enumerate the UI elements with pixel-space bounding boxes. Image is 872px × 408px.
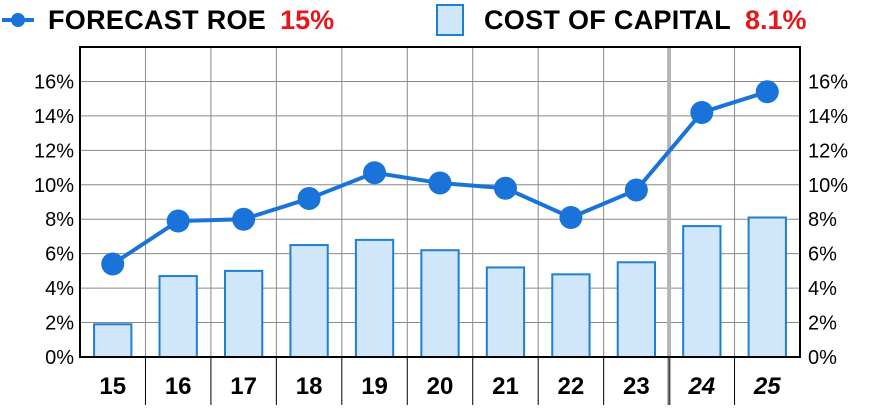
roe-point-25 — [755, 80, 779, 104]
line-marker-icon — [0, 10, 36, 30]
x-tick-label-17: 17 — [230, 373, 257, 400]
bar-15 — [93, 323, 133, 358]
legend-label-cost-of-capital: COST OF CAPITAL — [484, 4, 731, 35]
x-tick-label-18: 18 — [296, 373, 323, 400]
x-tick-label-25: 25 — [753, 373, 781, 400]
y-tick-label-right: 8% — [808, 209, 837, 231]
bar-21 — [485, 266, 526, 359]
y-tick-label-left: 8% — [45, 209, 74, 231]
bar-17 — [223, 269, 264, 358]
roe-point-24 — [690, 100, 714, 124]
estimate-divider — [667, 47, 672, 405]
x-tick-label-15: 15 — [99, 373, 126, 400]
roe-point-17 — [232, 207, 256, 231]
y-tick-label-left: 2% — [45, 313, 74, 335]
roe-point-21 — [493, 176, 517, 200]
legend-item-forecast-roe: FORECAST ROE 15% — [0, 3, 334, 37]
plot-frame — [79, 46, 801, 358]
roe-point-15 — [101, 252, 125, 276]
bar-23 — [616, 261, 657, 358]
y-tick-label-left: 12% — [34, 140, 74, 162]
bar-19 — [354, 238, 395, 358]
x-tick-label-23: 23 — [623, 373, 650, 400]
y-tick-label-left: 0% — [45, 347, 74, 369]
x-tick-label-22: 22 — [558, 373, 585, 400]
legend: FORECAST ROE 15% COST OF CAPITAL 8.1% — [0, 0, 872, 40]
roe-point-19 — [363, 161, 387, 185]
y-tick-label-right: 0% — [808, 347, 837, 369]
x-tick-label-21: 21 — [492, 373, 519, 400]
bar-swatch-icon — [436, 4, 464, 36]
bar-18 — [289, 244, 329, 358]
bar-25 — [747, 216, 787, 358]
bar-16 — [158, 275, 198, 358]
y-tick-label-left: 16% — [34, 71, 74, 93]
y-tick-label-right: 16% — [808, 71, 848, 93]
y-tick-label-left: 6% — [45, 244, 74, 266]
x-tick-label-24: 24 — [687, 373, 715, 400]
bar-22 — [551, 273, 591, 359]
y-tick-label-right: 4% — [808, 278, 837, 300]
roe-point-20 — [428, 171, 452, 195]
y-tick-label-left: 4% — [45, 278, 74, 300]
legend-item-cost-of-capital: COST OF CAPITAL 8.1% — [436, 3, 807, 37]
roe-point-16 — [166, 209, 190, 233]
y-tick-label-left: 10% — [34, 175, 74, 197]
x-tick-label-19: 19 — [361, 373, 388, 400]
y-tick-label-right: 14% — [808, 106, 848, 128]
bar-24 — [682, 225, 722, 358]
y-tick-label-right: 10% — [808, 175, 848, 197]
legend-label-forecast-roe: FORECAST ROE — [48, 4, 267, 35]
roe-point-23 — [624, 178, 648, 202]
y-tick-label-right: 2% — [808, 313, 837, 335]
bar-20 — [420, 249, 460, 359]
x-tick-label-16: 16 — [165, 373, 192, 400]
legend-value-cost-of-capital: 8.1% — [745, 4, 807, 35]
y-tick-label-left: 14% — [34, 106, 74, 128]
roe-point-18 — [297, 187, 321, 211]
x-tick-label-20: 20 — [427, 373, 454, 400]
y-tick-label-right: 6% — [808, 244, 837, 266]
roe-point-22 — [559, 206, 583, 229]
legend-value-forecast-roe: 15% — [280, 4, 335, 35]
y-tick-label-right: 12% — [808, 140, 848, 162]
